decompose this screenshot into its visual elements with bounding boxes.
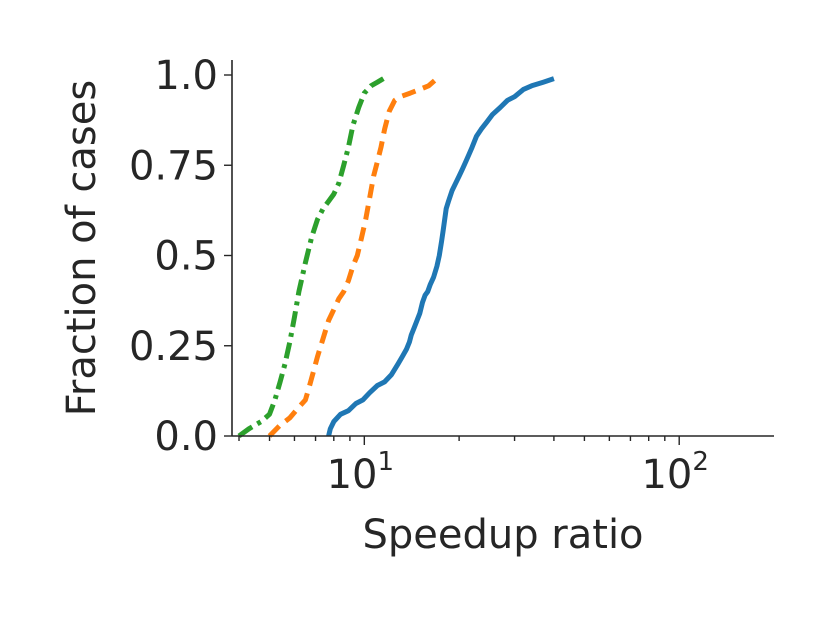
series-line-1 — [326, 76, 555, 437]
series-line-3 — [237, 76, 385, 439]
y-tick-label: 0.5 — [154, 234, 218, 280]
x-tick-base: 10 — [327, 452, 378, 498]
x-tick-label: 101 — [327, 447, 394, 498]
x-tick-exponent: 1 — [378, 447, 395, 477]
x-tick-exponent: 2 — [692, 447, 709, 477]
y-axis-label: Fraction of cases — [59, 80, 105, 416]
y-ticks: 0.0 0.25 0.5 0.75 1.0 — [129, 53, 232, 460]
x-axis-label: Speedup ratio — [362, 512, 643, 558]
x-tick-label: 102 — [641, 447, 708, 498]
y-tick-label: 1.0 — [154, 53, 218, 99]
series-line-2 — [267, 76, 439, 438]
y-tick-label: 0.0 — [154, 414, 218, 460]
y-tick-label: 0.75 — [129, 143, 218, 189]
y-tick-label: 0.25 — [129, 324, 218, 370]
x-ticks: 101 102 — [238, 436, 709, 498]
x-tick-base: 10 — [641, 452, 692, 498]
series-layer — [237, 76, 555, 439]
